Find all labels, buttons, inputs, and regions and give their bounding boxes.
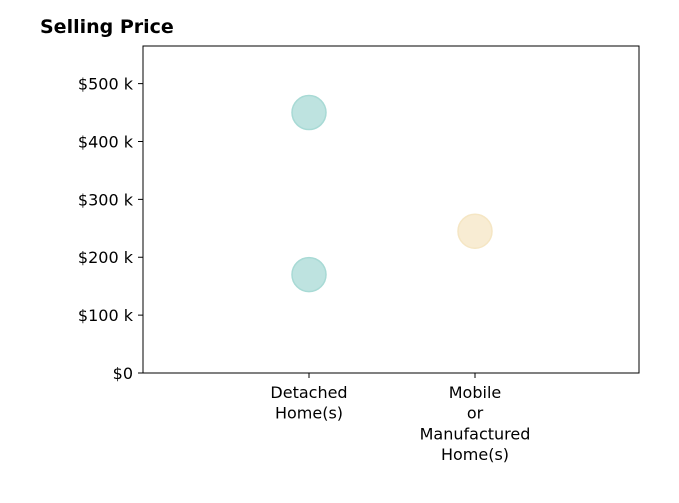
y-tick-label: $0	[113, 364, 133, 383]
chart-title: Selling Price	[40, 16, 174, 38]
x-tick-label: Detached Home(s)	[270, 383, 347, 423]
y-tick-label: $200 k	[78, 248, 134, 267]
data-point	[457, 213, 493, 249]
data-point	[291, 94, 327, 131]
y-axis: $0 $100 k $200 k $300 k $400 k $500 k	[78, 75, 143, 383]
data-points	[291, 94, 493, 293]
y-tick-label: $100 k	[78, 306, 134, 325]
x-tick-label: Mobile or Manufactured Home(s)	[420, 383, 531, 464]
plot-area-frame	[142, 45, 640, 374]
y-tick-label: $400 k	[78, 132, 134, 151]
x-axis: Detached Home(s) Mobile or Manufactured Home(…	[270, 373, 530, 464]
y-tick-label: $300 k	[78, 190, 134, 209]
data-point	[291, 256, 327, 293]
y-tick-label: $500 k	[78, 75, 134, 94]
